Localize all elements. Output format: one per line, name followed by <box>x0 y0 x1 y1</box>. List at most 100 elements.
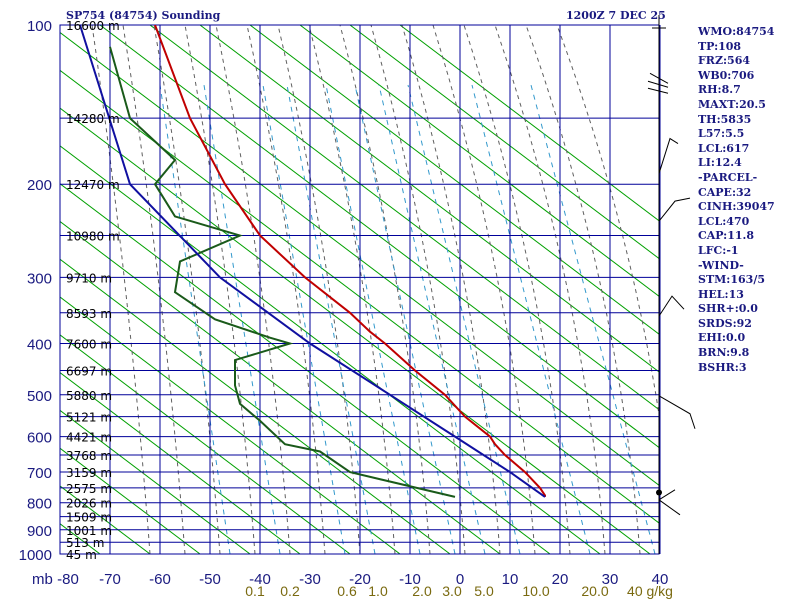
dry-adiabat-line <box>60 334 351 554</box>
height-label: 1509 m <box>66 511 112 525</box>
dry-adiabat-line <box>60 220 501 554</box>
height-label: 513 m <box>66 536 104 550</box>
wind-barb <box>658 137 679 174</box>
mixing-ratio-line <box>262 84 346 554</box>
mixing-ratio-label: 0.6 <box>337 583 357 599</box>
pressure-tick-label: 100 <box>27 18 52 35</box>
stat-item: BRN:9.8 <box>698 346 750 360</box>
moist-adiabat-line <box>246 25 326 554</box>
pressure-tick-label: 500 <box>27 388 52 405</box>
temperature-tick-label: -50 <box>199 571 221 588</box>
stat-item: WMO:84754 <box>698 25 775 38</box>
mixing-ratio-line <box>471 84 591 554</box>
pressure-tick-label: 600 <box>27 430 52 447</box>
temperature-tick-label: -20 <box>349 571 371 588</box>
chart-title: SP754 (84754) Sounding <box>66 9 221 22</box>
grid-lines <box>59 24 661 555</box>
moist-adiabat-line <box>91 25 151 554</box>
dry-adiabat-line <box>60 107 651 554</box>
wind-barb <box>658 295 685 317</box>
stat-item: BSHR:3 <box>698 360 747 374</box>
mixing-ratio-label: 0.1 <box>245 583 265 599</box>
mixing-ratio-label: 1.0 <box>368 583 388 599</box>
stat-item: -PARCEL- <box>698 170 758 184</box>
moist-adiabat-line <box>308 25 396 554</box>
height-label: 3768 m <box>66 449 112 463</box>
height-label: 10980 m <box>66 230 120 244</box>
temperature-tick-label: -70 <box>99 571 121 588</box>
dry-adiabat-line <box>60 183 551 554</box>
height-label: 2575 m <box>66 482 112 496</box>
dry-adiabat-line <box>60 372 301 554</box>
chart-datetime: 1200Z 7 DEC 25 <box>566 9 666 22</box>
stat-item: TH:5835 <box>698 112 752 126</box>
mixing-ratio-line <box>530 84 656 554</box>
stat-item: SRDS:92 <box>698 316 752 330</box>
stat-item: TP:108 <box>698 39 742 53</box>
dry-adiabat-line <box>60 31 659 486</box>
height-label: 8593 m <box>66 307 112 321</box>
pressure-tick-label: 800 <box>27 496 52 513</box>
dry-adiabat-line <box>60 69 659 524</box>
wind-barb <box>647 72 669 94</box>
dry-adiabat-line <box>60 409 251 554</box>
mixing-ratio-label: 2.0 <box>412 583 432 599</box>
mixing-ratio-line <box>378 84 486 554</box>
pressure-tick-label: 300 <box>27 270 52 287</box>
mixing-ratio-label: 0.2 <box>280 583 300 599</box>
temperature-tick-label: -40 <box>249 571 271 588</box>
moist-adiabat-line <box>556 25 659 418</box>
height-label: 1001 m <box>66 524 112 538</box>
sounding-traces <box>79 25 546 498</box>
stat-item: LI:12.4 <box>698 156 742 170</box>
height-label: 9710 m <box>66 271 112 285</box>
pressure-tick-label: 700 <box>27 465 52 482</box>
moist-adiabat-line <box>370 25 466 554</box>
mixing-ratio-label: 40 g/kg <box>627 583 673 599</box>
height-label: 14280 m <box>66 112 120 126</box>
wind-barb <box>658 489 681 516</box>
temperature-trace <box>154 25 546 497</box>
moist-adiabat-line <box>401 25 501 554</box>
stat-item: LCL:470 <box>698 214 750 228</box>
temperature-tick-label: -10 <box>399 571 421 588</box>
axis-unit-label: mb <box>32 571 53 588</box>
stat-item: EHI:0.0 <box>698 331 746 345</box>
mixing-ratio-label: 10.0 <box>522 583 549 599</box>
pressure-tick-label: 200 <box>27 177 52 194</box>
mixing-ratio-label: 5.0 <box>474 583 494 599</box>
temperature-tick-label: 40 <box>652 571 669 588</box>
height-label: 16600 m <box>66 19 120 33</box>
dry-adiabat-line <box>60 447 201 554</box>
moist-adiabat-line <box>494 25 606 554</box>
dry-adiabat-line <box>60 145 601 554</box>
dry-adiabat-line <box>349 25 659 260</box>
mixing-ratio-lines <box>159 84 656 554</box>
temperature-tick-label: -60 <box>149 571 171 588</box>
moist-adiabat-line <box>215 25 291 554</box>
temperature-tick-label: 10 <box>502 571 519 588</box>
pressure-tick-label: 900 <box>27 523 52 540</box>
moist-adiabat-line <box>153 25 221 554</box>
wind-barb <box>658 197 691 222</box>
wind-station-dot <box>656 489 662 496</box>
dry-adiabat-line <box>199 25 659 373</box>
height-label: 3159 m <box>66 466 112 480</box>
moist-adiabat-line <box>184 25 256 554</box>
moist-adiabat-line <box>277 25 361 554</box>
height-label: 45 m <box>66 548 97 562</box>
height-label: 4421 m <box>66 431 112 445</box>
stat-item: FRZ:564 <box>698 54 751 68</box>
moist-adiabat-line <box>432 25 536 554</box>
height-label: 7600 m <box>66 337 112 351</box>
mixing-ratio-label: 3.0 <box>442 583 462 599</box>
mixing-ratio-label: 20.0 <box>581 583 608 599</box>
stat-item: CINH:39047 <box>698 200 775 214</box>
wind-barb <box>652 15 666 37</box>
dry-adiabat-line <box>249 25 659 335</box>
moist-adiabat-line <box>339 25 431 554</box>
stat-item: RH:8.7 <box>698 83 741 97</box>
pressure-tick-label: 400 <box>27 336 52 353</box>
temperature-tick-label: 20 <box>552 571 569 588</box>
